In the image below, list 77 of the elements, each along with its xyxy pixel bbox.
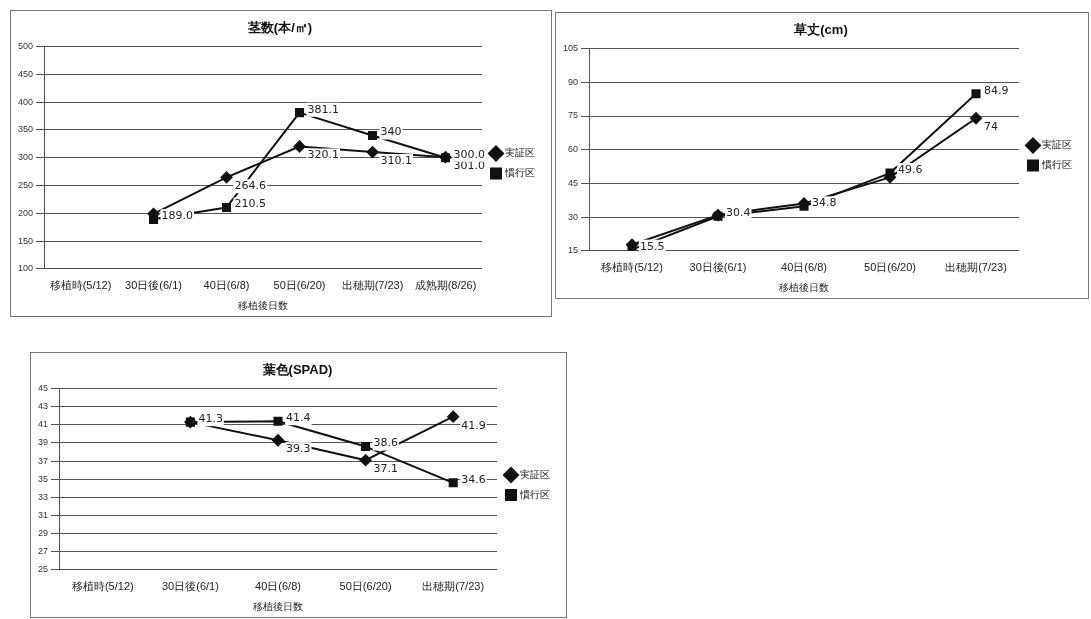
y-tick-label: 100 <box>17 263 34 274</box>
data-label: 41.3 <box>198 411 223 425</box>
x-tick-label: 移植時(5/12) <box>71 580 134 593</box>
x-tick-label: 30日後(6/1) <box>161 580 219 593</box>
x-tick-label: 40日(6/8) <box>781 261 827 274</box>
y-tick-label: 150 <box>17 235 34 246</box>
legend-label: 実証区 <box>505 147 535 159</box>
legend-label: 慣行区 <box>519 488 550 500</box>
y-tick-label: 300 <box>17 152 34 163</box>
y-tick-label: 105 <box>562 43 579 54</box>
x-tick-label: 30日後(6/1) <box>125 279 182 292</box>
x-tick-label: 移植時(5/12) <box>601 261 663 274</box>
x-tick-label: 出穂期(7/23) <box>945 261 1007 274</box>
y-tick-label: 25 <box>38 564 49 575</box>
y-tick-label: 37 <box>38 455 49 466</box>
data-label: 320.1 <box>307 148 340 162</box>
y-tick-label: 75 <box>568 110 579 121</box>
x-tick-label: 40日(6/8) <box>255 580 301 593</box>
y-tick-label: 60 <box>568 144 579 155</box>
x-tick-label: 30日後(6/1) <box>689 261 747 274</box>
data-label: 41.9 <box>461 418 486 432</box>
legend-label: 実証区 <box>520 468 550 480</box>
data-label: 41.4 <box>286 411 311 425</box>
data-label: 34.6 <box>461 472 486 486</box>
y-tick-label: 200 <box>17 207 34 218</box>
x-axis-title: 移植後日数 <box>253 600 304 612</box>
data-label: 37.1 <box>373 462 399 476</box>
x-tick-label: 50日(6/20) <box>864 261 916 274</box>
chart-title: 草丈(cm) <box>793 22 848 38</box>
data-label: 30.4 <box>726 206 751 220</box>
y-tick-label: 29 <box>38 528 49 539</box>
y-tick-label: 90 <box>568 76 579 87</box>
y-tick-label: 45 <box>568 177 579 188</box>
data-label: 49.6 <box>898 162 923 176</box>
y-tick-label: 250 <box>17 179 34 190</box>
y-tick-label: 450 <box>17 68 34 79</box>
data-label: 84.9 <box>984 83 1009 97</box>
data-label: 264.6 <box>234 179 267 193</box>
x-tick-label: 40日(6/8) <box>203 279 250 292</box>
y-tick-label: 41 <box>38 419 49 430</box>
x-axis-title: 移植後日数 <box>779 281 830 293</box>
data-label: 301.0 <box>453 159 485 172</box>
data-label: 15.5 <box>640 239 665 253</box>
chart-title: 茎数(本/㎡) <box>246 20 313 36</box>
data-label: 74 <box>984 120 998 134</box>
x-tick-label: 出穂期(7/23) <box>422 580 485 593</box>
y-tick-label: 350 <box>17 124 34 135</box>
x-tick-label: 50日(6/20) <box>339 580 392 593</box>
y-tick-label: 400 <box>17 96 34 107</box>
y-tick-label: 35 <box>38 473 49 484</box>
y-tick-label: 33 <box>38 491 49 502</box>
x-tick-label: 50日(6/20) <box>273 279 326 292</box>
y-tick-label: 27 <box>38 546 49 557</box>
data-label: 189.0 <box>161 209 194 223</box>
y-tick-label: 45 <box>38 383 49 394</box>
legend-label: 実証区 <box>1042 139 1072 151</box>
data-label: 300.0 <box>453 147 485 161</box>
y-tick-label: 43 <box>38 401 49 412</box>
x-tick-label: 成熟期(8/26) <box>414 279 477 292</box>
data-label: 210.5 <box>234 197 267 211</box>
data-label: 381.1 <box>307 102 340 116</box>
data-label: 39.3 <box>286 442 311 456</box>
y-tick-label: 15 <box>568 245 579 256</box>
chart-title: 葉色(SPAD) <box>261 362 333 378</box>
legend-label: 慣行区 <box>504 167 535 179</box>
x-tick-label: 出穂期(7/23) <box>341 279 404 292</box>
data-label: 38.6 <box>373 436 399 450</box>
x-axis-title: 移植後日数 <box>238 299 289 311</box>
y-tick-label: 500 <box>17 41 34 52</box>
legend-label: 慣行区 <box>1041 159 1072 171</box>
y-tick-label: 30 <box>568 211 579 222</box>
data-label: 34.8 <box>812 196 837 210</box>
y-tick-label: 31 <box>38 509 49 520</box>
y-tick-label: 39 <box>38 437 49 448</box>
x-tick-label: 移植時(5/12) <box>49 279 112 292</box>
data-label: 310.1 <box>380 153 412 167</box>
data-label: 340 <box>380 125 402 139</box>
